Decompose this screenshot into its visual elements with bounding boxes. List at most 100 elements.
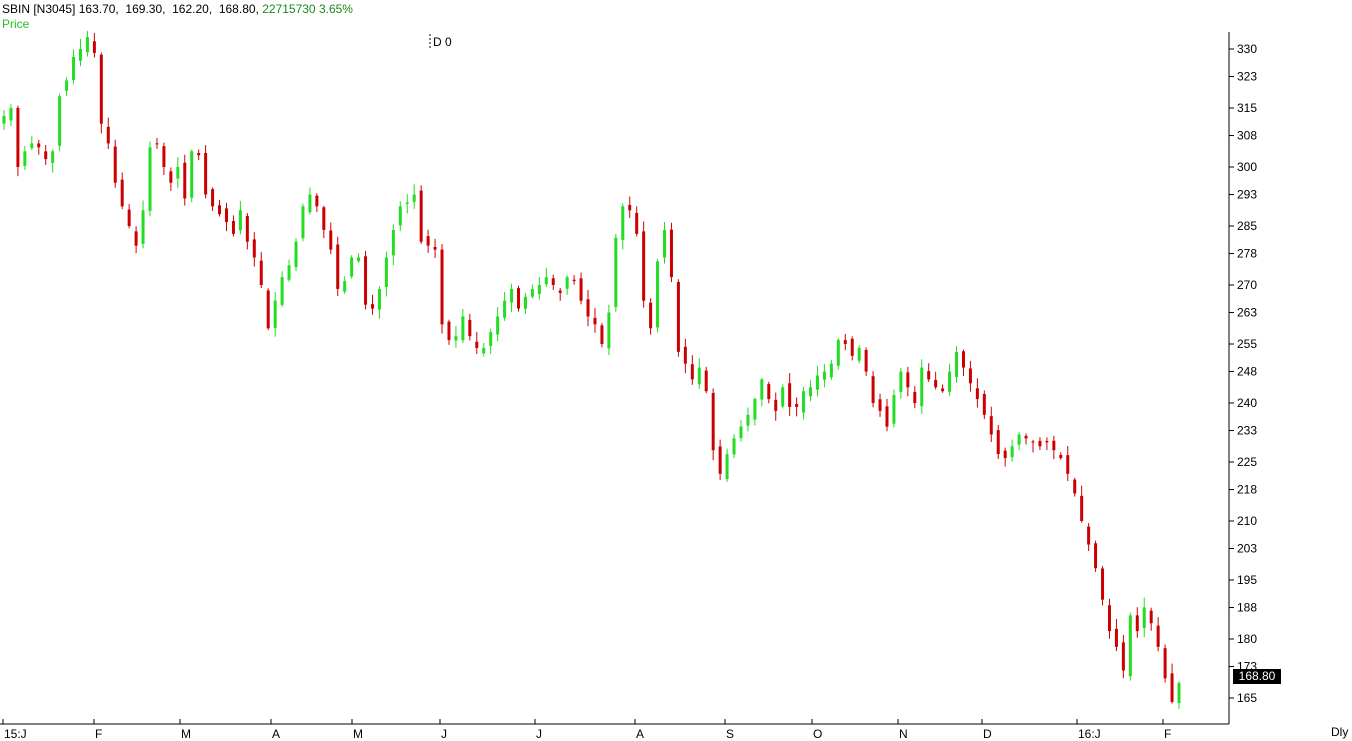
candle-body bbox=[308, 194, 312, 213]
candle-body bbox=[343, 281, 347, 292]
y-tick-label: 293 bbox=[1237, 188, 1257, 202]
candle-body bbox=[871, 376, 875, 403]
candle-body bbox=[92, 41, 96, 53]
candle-body bbox=[1163, 648, 1167, 679]
candle-body bbox=[2, 115, 6, 124]
candle-body bbox=[405, 202, 409, 204]
candle-body bbox=[259, 260, 263, 285]
candle-body bbox=[864, 349, 868, 372]
candle-body bbox=[294, 241, 298, 268]
candle-body bbox=[1087, 526, 1091, 545]
candles-layer bbox=[2, 30, 1181, 710]
candle-body bbox=[9, 108, 13, 121]
x-tick-label: N bbox=[899, 727, 908, 741]
candle-body bbox=[572, 279, 576, 282]
candle-body bbox=[155, 143, 159, 145]
candle-body bbox=[1080, 495, 1084, 521]
candle-body bbox=[113, 146, 117, 183]
candle-body bbox=[447, 321, 451, 341]
candle-body bbox=[1128, 615, 1132, 677]
candle-body bbox=[934, 379, 938, 388]
y-tick-label: 300 bbox=[1237, 160, 1257, 174]
candle-body bbox=[760, 379, 764, 400]
candle-body bbox=[892, 395, 896, 424]
candle-body bbox=[510, 288, 514, 303]
candle-body bbox=[503, 300, 507, 318]
y-tick-label: 180 bbox=[1237, 632, 1257, 646]
candle-body bbox=[433, 246, 437, 250]
x-axis: 15:J F M A M J J A S O N D 16:J F bbox=[2, 719, 1171, 741]
candle-body bbox=[968, 368, 972, 384]
candle-body bbox=[252, 239, 256, 258]
candle-body bbox=[649, 302, 653, 329]
candle-body bbox=[120, 179, 124, 207]
candle-body bbox=[176, 167, 180, 179]
candle-body bbox=[461, 316, 465, 341]
y-tick-label: 278 bbox=[1237, 247, 1257, 261]
candle-body bbox=[656, 261, 660, 328]
candle-body bbox=[16, 107, 20, 167]
change-percent: 3.65% bbox=[318, 2, 353, 16]
candle-body bbox=[30, 143, 34, 148]
candle-body bbox=[224, 208, 228, 223]
candle-body bbox=[913, 391, 917, 403]
candle-body bbox=[1059, 454, 1063, 459]
candle-body bbox=[329, 230, 333, 250]
candle-body bbox=[44, 151, 48, 160]
candle-body bbox=[885, 406, 889, 427]
y-tick-label: 330 bbox=[1237, 42, 1257, 56]
candle-body bbox=[961, 351, 965, 368]
candle-body bbox=[412, 194, 416, 202]
candle-body bbox=[1024, 435, 1028, 439]
y-tick-label: 308 bbox=[1237, 129, 1257, 143]
y-tick-label: 195 bbox=[1237, 573, 1257, 587]
y-tick-label: 233 bbox=[1237, 424, 1257, 438]
x-tick-label: D bbox=[983, 727, 992, 741]
candle-body bbox=[141, 210, 145, 244]
y-tick-label: 263 bbox=[1237, 306, 1257, 320]
candle-body bbox=[99, 54, 103, 124]
y-tick-label: 315 bbox=[1237, 101, 1257, 115]
candle-body bbox=[231, 221, 235, 234]
candle-body bbox=[676, 282, 680, 352]
candle-body bbox=[537, 285, 541, 295]
candle-body bbox=[788, 383, 792, 407]
y-tick-label: 285 bbox=[1237, 219, 1257, 233]
candle-body bbox=[78, 49, 82, 61]
candle-body bbox=[273, 300, 277, 328]
candle-body bbox=[238, 210, 242, 231]
candle-body bbox=[1045, 440, 1049, 443]
candle-body bbox=[1094, 543, 1098, 569]
x-tick-label: 15:J bbox=[4, 727, 27, 741]
candle-body bbox=[1031, 441, 1035, 443]
x-tick-label: A bbox=[272, 727, 280, 741]
y-axis: 330 323 315 308 300 293 285 278 270 263 255 248 240 2… bbox=[1229, 42, 1257, 705]
candle-body bbox=[1114, 628, 1118, 647]
candle-body bbox=[802, 391, 806, 413]
candle-body bbox=[948, 371, 952, 392]
candle-body bbox=[996, 430, 1000, 455]
candle-body bbox=[134, 231, 138, 246]
candle-body bbox=[523, 296, 527, 309]
candle-body bbox=[975, 388, 979, 400]
candle-body bbox=[65, 80, 69, 91]
candle-body bbox=[322, 207, 326, 230]
x-tick-label: F bbox=[95, 727, 102, 741]
candle-body bbox=[301, 206, 305, 239]
y-tick-label: 323 bbox=[1237, 70, 1257, 84]
y-tick-label: 240 bbox=[1237, 396, 1257, 410]
candle-body bbox=[384, 257, 388, 288]
candle-body bbox=[391, 229, 395, 256]
candle-body bbox=[426, 236, 430, 246]
candle-body bbox=[51, 151, 55, 163]
candle-body bbox=[579, 278, 583, 301]
candle-body bbox=[774, 399, 778, 411]
candle-body bbox=[989, 416, 993, 435]
candle-body bbox=[669, 229, 673, 278]
candle-body bbox=[906, 372, 910, 388]
candle-body bbox=[162, 146, 166, 167]
candle-body bbox=[218, 205, 222, 215]
candle-body bbox=[593, 317, 597, 325]
candle-body bbox=[697, 367, 701, 385]
candle-body bbox=[148, 147, 152, 211]
